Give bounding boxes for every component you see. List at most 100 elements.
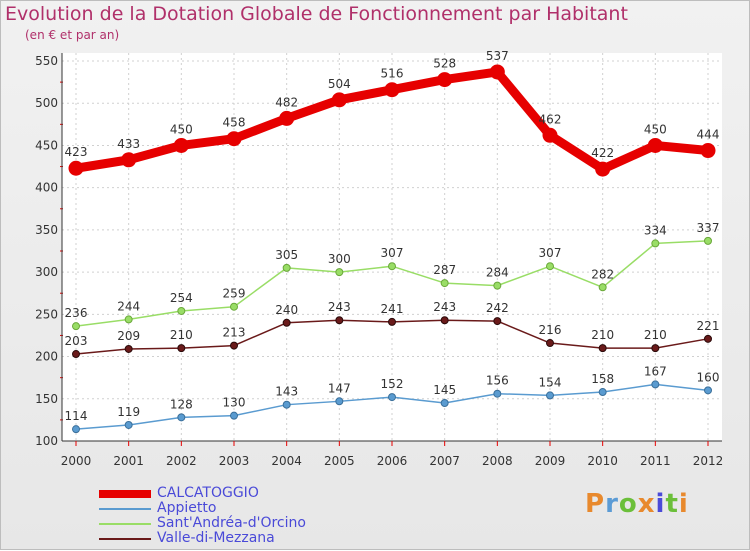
data-label: 154: [539, 375, 562, 389]
data-point: [72, 425, 80, 434]
data-label: 160: [697, 370, 720, 384]
y-tick-label: 150: [35, 392, 58, 406]
data-point: [124, 315, 133, 324]
legend-swatch: [99, 538, 151, 540]
data-point: [68, 160, 84, 176]
data-label: 241: [381, 302, 404, 316]
data-point: [331, 92, 347, 108]
data-label: 462: [539, 112, 562, 126]
data-point: [546, 262, 554, 271]
data-label: 130: [223, 396, 246, 410]
data-label: 422: [591, 146, 614, 160]
data-label: 334: [644, 223, 667, 237]
x-tick-label: 2009: [535, 454, 566, 468]
data-point: [282, 263, 291, 272]
data-point: [72, 350, 80, 359]
data-point: [226, 131, 242, 147]
logo-letter: x: [637, 489, 656, 519]
x-tick-label: 2001: [113, 454, 144, 468]
data-label: 147: [328, 381, 351, 395]
data-label: 254: [170, 291, 193, 305]
data-point: [704, 334, 712, 343]
data-label: 307: [539, 246, 562, 260]
data-label: 143: [275, 385, 298, 399]
data-point: [598, 344, 607, 353]
data-point: [651, 344, 660, 353]
logo-letter: i: [655, 489, 666, 519]
chart-subtitle: (en € et par an): [25, 28, 120, 42]
data-label: 259: [223, 287, 246, 301]
data-label: 156: [486, 374, 509, 388]
logo-letter: P: [585, 489, 606, 519]
y-tick-label: 300: [35, 265, 58, 279]
data-point: [651, 380, 660, 389]
data-label: 300: [328, 252, 351, 266]
y-tick-label: 100: [35, 434, 58, 448]
data-label: 213: [223, 326, 246, 340]
data-point: [230, 341, 238, 350]
data-point: [177, 413, 186, 422]
data-point: [384, 82, 400, 98]
logo-letter: t: [665, 489, 679, 519]
data-label: 287: [433, 263, 456, 277]
y-tick-label: 250: [35, 307, 58, 321]
data-point: [493, 317, 502, 326]
y-tick-label: 200: [35, 350, 58, 364]
data-label: 158: [591, 372, 614, 386]
data-point: [437, 72, 453, 88]
x-tick-label: 2011: [640, 454, 671, 468]
data-label: 145: [433, 383, 456, 397]
data-point: [598, 388, 607, 397]
data-point: [704, 386, 712, 395]
data-point: [647, 137, 663, 153]
y-tick-label: 350: [35, 223, 58, 237]
data-label: 114: [65, 409, 88, 423]
x-tick-label: 2002: [166, 454, 197, 468]
data-label: 242: [486, 301, 509, 315]
data-point: [489, 64, 505, 80]
y-tick-label: 500: [35, 96, 58, 110]
data-point: [282, 400, 291, 409]
data-point: [440, 279, 449, 288]
data-label: 210: [644, 328, 667, 342]
data-label: 423: [65, 145, 88, 159]
data-point: [598, 283, 607, 292]
x-tick-label: 2006: [377, 454, 408, 468]
chart-title: Evolution de la Dotation Globale de Fonc…: [5, 3, 628, 25]
data-point: [124, 420, 133, 429]
legend-swatch: [99, 523, 151, 525]
x-tick-label: 2003: [219, 454, 250, 468]
x-tick-label: 2008: [482, 454, 513, 468]
data-label: 203: [65, 334, 88, 348]
data-label: 433: [117, 137, 140, 151]
data-point: [282, 318, 291, 327]
legend-label: Sant'Andréa-d'Orcino: [157, 515, 306, 531]
logo-letter: o: [618, 489, 638, 519]
data-label: 210: [591, 328, 614, 342]
data-label: 482: [275, 95, 298, 109]
data-point: [388, 262, 396, 271]
data-point: [440, 399, 449, 407]
data-label: 504: [328, 77, 351, 91]
data-label: 243: [433, 300, 456, 314]
data-label: 528: [433, 57, 456, 71]
data-point: [388, 393, 396, 402]
data-point: [546, 391, 554, 400]
x-tick-label: 2010: [587, 454, 618, 468]
data-label: 458: [223, 116, 246, 130]
data-point: [542, 127, 558, 143]
data-label: 516: [381, 67, 404, 81]
data-label: 240: [275, 303, 298, 317]
data-point: [595, 161, 611, 177]
data-label: 221: [697, 319, 720, 333]
y-tick-label: 550: [35, 54, 58, 68]
legend-swatch: [99, 508, 151, 510]
data-label: 537: [486, 49, 509, 63]
data-point: [388, 317, 396, 326]
data-point: [651, 239, 660, 248]
data-label: 236: [65, 306, 88, 320]
legend-swatch: [99, 490, 151, 498]
x-tick-label: 2000: [61, 454, 92, 468]
